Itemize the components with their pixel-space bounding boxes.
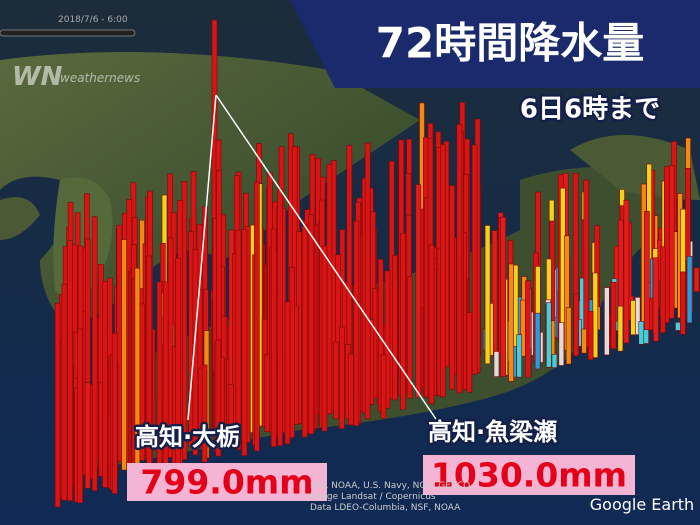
rain-bar bbox=[471, 144, 478, 375]
rain-bar bbox=[643, 329, 649, 344]
leader-line bbox=[187, 94, 217, 421]
rain-bar bbox=[84, 382, 91, 489]
rain-bar bbox=[551, 353, 558, 368]
attribution: Data LDEO-Columbia, NSF, NOAA bbox=[310, 503, 461, 513]
rain-bar bbox=[592, 272, 599, 358]
rain-bar bbox=[440, 144, 446, 398]
timestamp: 2018/7/6 - 6:00 bbox=[58, 15, 128, 25]
rain-bar bbox=[392, 255, 398, 401]
timeline-slider[interactable] bbox=[0, 29, 136, 37]
rain-bar bbox=[241, 229, 248, 456]
rain-bar bbox=[215, 339, 222, 457]
rain-bar bbox=[264, 354, 271, 432]
rain-bar bbox=[545, 302, 552, 368]
rain-bar bbox=[630, 300, 636, 336]
rain-bar bbox=[67, 240, 73, 501]
rain-bar bbox=[660, 246, 666, 333]
rain-bar bbox=[384, 270, 391, 409]
leader-line bbox=[215, 94, 441, 426]
rain-bar bbox=[525, 280, 531, 378]
place-label: 高知·大栃 bbox=[135, 423, 240, 451]
rain-bar bbox=[406, 276, 413, 399]
rain-bar bbox=[400, 233, 406, 410]
rain-bar bbox=[91, 216, 98, 491]
place-label: 高知·魚梁瀬 bbox=[428, 418, 557, 446]
rain-bar bbox=[623, 199, 630, 344]
rain-bar bbox=[449, 185, 455, 390]
rain-bar bbox=[617, 305, 624, 352]
rain-bar bbox=[680, 271, 686, 335]
rain-bar bbox=[668, 165, 675, 319]
rain-bar bbox=[77, 328, 83, 504]
rain-bar bbox=[321, 245, 328, 432]
rain-bar bbox=[565, 307, 572, 365]
rain-bar bbox=[254, 181, 260, 452]
amount-box bbox=[127, 463, 327, 501]
rain-bar bbox=[604, 287, 610, 356]
rain-bar bbox=[61, 283, 68, 501]
rain-bar bbox=[675, 322, 681, 331]
rain-bar bbox=[308, 214, 315, 435]
rain-bar bbox=[339, 326, 345, 429]
rain-bar bbox=[558, 322, 565, 366]
rain-bar bbox=[102, 281, 108, 488]
rain-bar bbox=[428, 244, 435, 405]
rain-bar bbox=[54, 302, 61, 508]
title: 72時間降水量 bbox=[376, 19, 644, 68]
rain-bar bbox=[277, 188, 283, 446]
rain-bar bbox=[644, 211, 650, 344]
rain-bar bbox=[466, 312, 473, 393]
brand: Google Earth bbox=[590, 495, 694, 514]
attribution: Image Landsat / Copernicus bbox=[310, 492, 436, 502]
rain-bar bbox=[653, 257, 659, 342]
rain-bar bbox=[638, 321, 645, 345]
rain-bar bbox=[201, 364, 208, 463]
rain-bar bbox=[587, 310, 594, 361]
rain-bar bbox=[111, 332, 118, 494]
rain-bar bbox=[693, 267, 700, 292]
subtitle: 6日6時まで bbox=[520, 95, 660, 125]
rain-bar bbox=[301, 224, 308, 438]
rain-bar bbox=[493, 351, 500, 377]
logo-text: weathernews bbox=[60, 71, 140, 85]
rain-bar bbox=[534, 312, 541, 370]
rain-bar bbox=[326, 163, 333, 415]
rain-bar bbox=[192, 249, 199, 456]
rain-bar bbox=[364, 142, 371, 420]
rain-bar bbox=[134, 267, 141, 485]
amount-label: 799.0mm bbox=[140, 463, 313, 502]
rain-bar bbox=[333, 341, 339, 420]
rain-bar bbox=[415, 184, 422, 398]
rain-bar bbox=[610, 281, 617, 349]
logo-mark: WN bbox=[12, 62, 63, 92]
rain-bars bbox=[54, 19, 700, 508]
amount-label: 1030.0mm bbox=[431, 456, 627, 495]
attribution: SIO, NOAA, U.S. Navy, NGA, GEBCO bbox=[310, 481, 470, 491]
rain-bar bbox=[235, 230, 242, 450]
rain-bar bbox=[228, 384, 234, 446]
amount-box bbox=[423, 455, 635, 495]
rain-bar bbox=[573, 293, 579, 357]
rain-bar bbox=[500, 216, 506, 377]
rain-bar bbox=[484, 225, 491, 365]
rain-bar bbox=[353, 220, 360, 427]
rain-bar bbox=[581, 328, 587, 354]
peninsula bbox=[0, 197, 40, 240]
title-banner bbox=[290, 0, 700, 88]
rain-bar bbox=[686, 256, 693, 324]
rain-bar bbox=[456, 124, 463, 394]
rain-bar bbox=[348, 353, 354, 426]
rain-bar bbox=[284, 301, 291, 445]
rain-bar bbox=[663, 166, 670, 323]
rain-bar bbox=[516, 334, 522, 378]
rain-bar bbox=[270, 228, 277, 447]
logo: WN weathernews bbox=[12, 62, 140, 92]
rain-bar bbox=[121, 239, 127, 471]
rain-bar bbox=[508, 263, 515, 382]
rain-bar bbox=[380, 354, 387, 419]
